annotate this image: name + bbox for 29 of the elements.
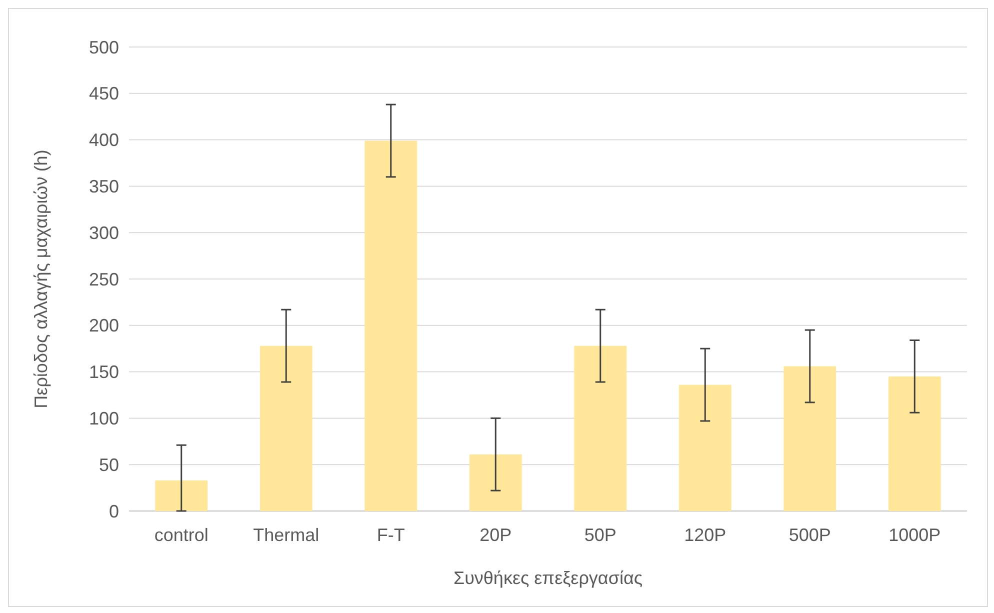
y-tick-label: 150 (88, 362, 119, 382)
bar (574, 346, 627, 511)
x-tick-label: control (154, 525, 208, 545)
y-tick-label: 300 (88, 222, 119, 243)
bar (260, 346, 312, 511)
x-tick-label: 1000P (888, 525, 941, 545)
bar (678, 384, 732, 511)
y-tick-label: 400 (88, 130, 119, 150)
x-tick-label: Thermal (253, 525, 320, 545)
bar (784, 366, 836, 511)
x-tick-label: 20P (480, 525, 512, 545)
y-tick-label: 450 (88, 84, 119, 104)
y-tick-label: 200 (88, 316, 119, 336)
bar (469, 454, 522, 511)
x-tick-label: 500P (788, 525, 831, 545)
y-axis-title: Περίοδος αλλαγής μαχαιριών (h) (31, 150, 51, 408)
y-tick-label: 0 (108, 501, 119, 522)
x-axis-title: Συνθήκες επεξεργασίας (453, 568, 643, 588)
x-tick-label: 50P (584, 525, 616, 545)
y-tick-label: 500 (88, 37, 119, 58)
x-tick-label: 120P (684, 525, 726, 545)
y-tick-label: 350 (88, 176, 119, 196)
bar (364, 140, 418, 511)
bar (155, 480, 208, 511)
x-tick-label: F-T (376, 525, 405, 545)
y-tick-label: 100 (88, 408, 119, 428)
y-tick-label: 50 (98, 454, 119, 475)
bar (888, 376, 941, 511)
y-tick-label: 250 (88, 269, 119, 290)
